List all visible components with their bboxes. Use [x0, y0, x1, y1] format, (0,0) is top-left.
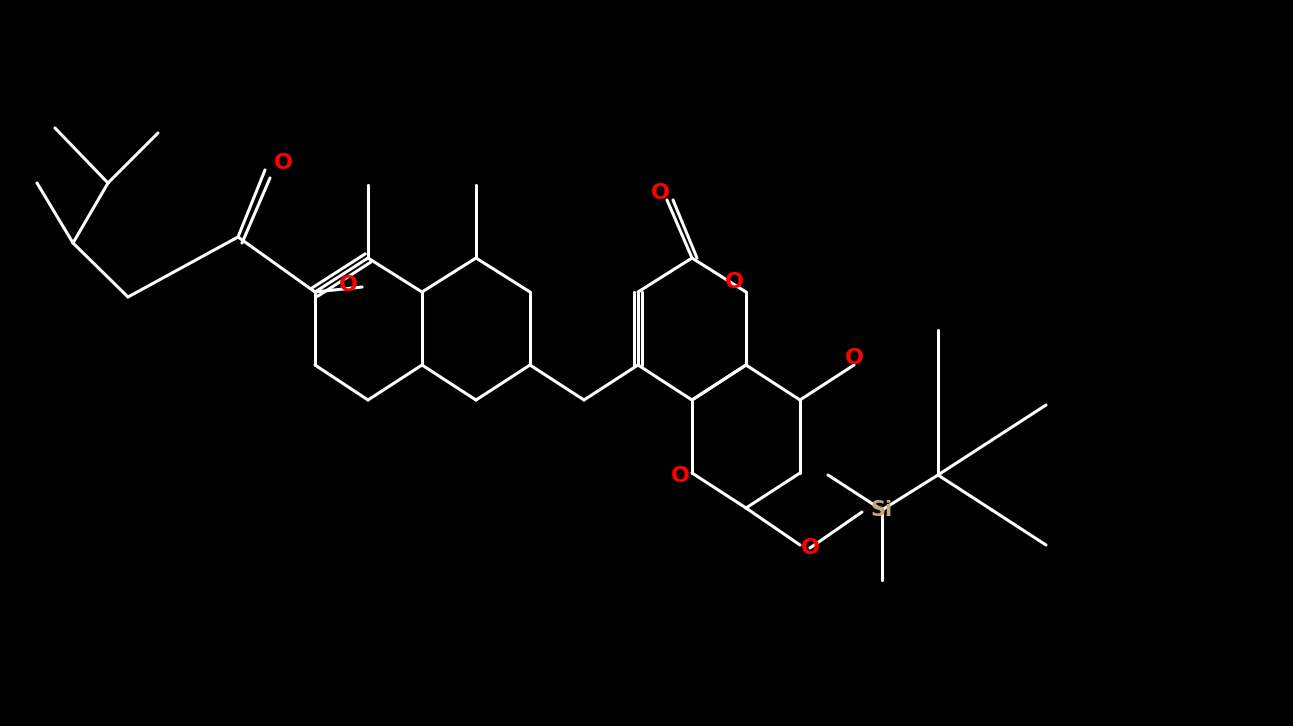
Text: Si: Si: [871, 500, 893, 520]
Text: O: O: [671, 466, 689, 486]
Text: O: O: [800, 538, 820, 558]
Text: O: O: [724, 272, 743, 292]
Text: O: O: [339, 275, 357, 295]
Text: O: O: [274, 153, 292, 173]
Text: O: O: [844, 348, 864, 368]
Text: O: O: [650, 183, 670, 203]
